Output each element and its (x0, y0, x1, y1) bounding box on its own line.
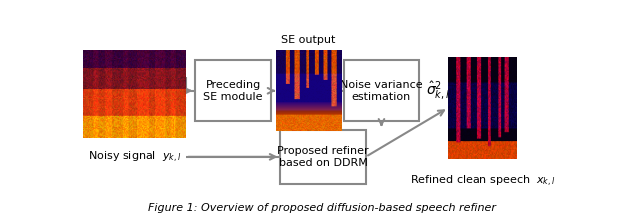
FancyBboxPatch shape (344, 60, 420, 121)
Text: Noisy signal  $y_{k,l}$: Noisy signal $y_{k,l}$ (88, 150, 181, 165)
Text: Proposed refiner
based on DDRM: Proposed refiner based on DDRM (277, 146, 369, 168)
Text: SE output: SE output (281, 35, 335, 45)
Text: Figure 1: Overview of proposed diffusion-based speech refiner: Figure 1: Overview of proposed diffusion… (148, 203, 496, 213)
FancyBboxPatch shape (281, 130, 365, 184)
Text: Noise variance
estimation: Noise variance estimation (340, 80, 423, 102)
Text: Refined clean speech  $x_{k,l}$: Refined clean speech $x_{k,l}$ (409, 174, 555, 189)
Text: Preceding
SE module: Preceding SE module (203, 80, 263, 102)
Text: $\hat{\sigma}^{2}_{k,l}$: $\hat{\sigma}^{2}_{k,l}$ (426, 79, 451, 102)
FancyBboxPatch shape (195, 60, 271, 121)
